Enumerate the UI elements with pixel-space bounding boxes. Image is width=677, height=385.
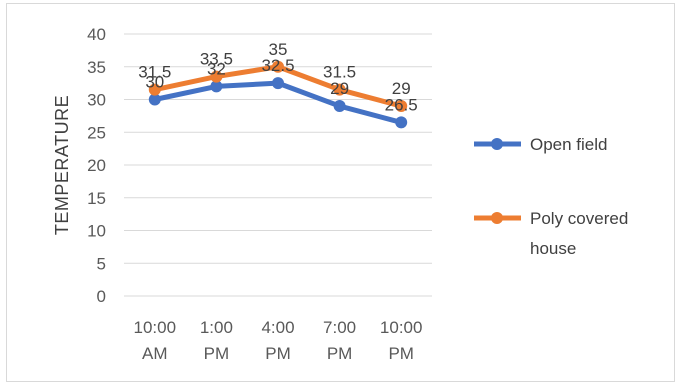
data-label: 29 — [330, 79, 349, 98]
data-point — [210, 80, 223, 93]
data-label: 26.5 — [385, 95, 418, 114]
data-label: 31.5 — [323, 63, 356, 82]
legend-label: house — [530, 239, 576, 258]
y-tick-label: 30 — [87, 91, 106, 110]
data-point — [395, 100, 408, 113]
legend-label: Poly covered — [530, 209, 628, 228]
data-label: 31.5 — [138, 63, 171, 82]
data-label: 33.5 — [200, 50, 233, 69]
data-point — [272, 77, 284, 90]
data-label: 29 — [392, 79, 411, 98]
x-tick-label: AM — [142, 344, 168, 363]
y-tick-label: 0 — [97, 287, 106, 306]
x-tick-label: 4:00 — [261, 318, 294, 337]
legend-marker — [491, 212, 503, 224]
data-point — [272, 60, 284, 73]
x-tick-label: PM — [204, 344, 230, 363]
data-point — [148, 93, 161, 106]
y-axis-title: TEMPERATURE — [52, 95, 72, 235]
x-tick-label: PM — [327, 344, 353, 363]
legend-marker — [491, 138, 503, 150]
y-axis-ticks: 0 5 10 15 20 25 30 35 40 — [87, 25, 106, 306]
y-tick-label: 40 — [87, 25, 106, 44]
data-label: 35 — [269, 40, 288, 59]
y-tick-label: 5 — [97, 254, 106, 273]
x-tick-label: 1:00 — [200, 318, 233, 337]
x-axis-ticks: 10:00 AM 1:00 PM 4:00 PM 7:00 PM 10:00 PM — [134, 318, 423, 363]
data-point — [333, 100, 346, 113]
y-tick-label: 25 — [87, 123, 106, 142]
data-label: 32.5 — [261, 56, 294, 75]
data-point — [210, 70, 223, 83]
series-layer — [148, 60, 408, 129]
x-tick-label: 7:00 — [323, 318, 356, 337]
x-tick-label: PM — [388, 344, 414, 363]
legend-label: Open field — [530, 135, 608, 154]
y-tick-label: 15 — [87, 189, 106, 208]
data-label: 32 — [207, 59, 226, 78]
y-tick-label: 20 — [87, 156, 106, 175]
data-point — [395, 116, 408, 129]
data-point — [333, 83, 346, 96]
x-tick-label: 10:00 — [380, 318, 423, 337]
chart-frame — [6, 3, 675, 382]
y-tick-label: 10 — [87, 222, 106, 241]
data-label: 30 — [145, 73, 164, 92]
x-tick-label: PM — [265, 344, 291, 363]
legend: Open field Poly covered house — [474, 135, 628, 258]
data-point — [148, 83, 161, 96]
y-tick-label: 35 — [87, 58, 106, 77]
x-tick-label: 10:00 — [134, 318, 177, 337]
